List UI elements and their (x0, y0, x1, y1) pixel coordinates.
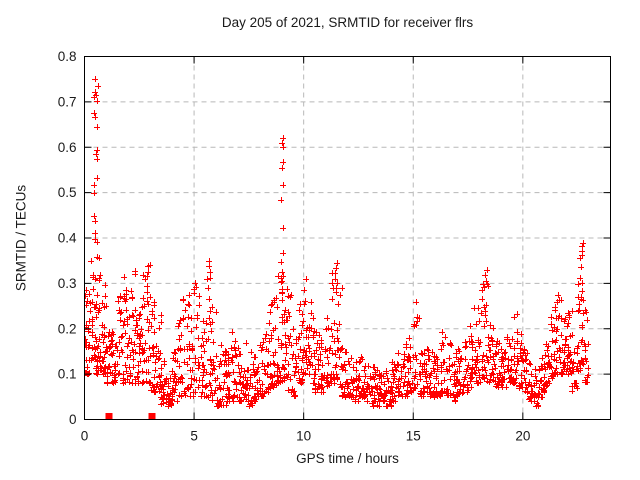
x-tick-label: 20 (515, 429, 530, 444)
zero-marker (148, 413, 156, 420)
x-axis-label: GPS time / hours (296, 451, 399, 466)
x-tick-label: 5 (190, 429, 198, 444)
scatter-points (84, 76, 591, 409)
y-tick-label: 0.3 (58, 276, 77, 291)
frame-rect (84, 56, 611, 420)
y-tick-label: 0 (69, 412, 77, 427)
y-tick-label: 0.7 (58, 94, 77, 109)
y-tick-label: 0.8 (58, 49, 77, 64)
grid-lines (84, 56, 611, 420)
zero-markers-group (105, 413, 156, 420)
x-tick-label: 15 (406, 429, 421, 444)
chart-title: Day 205 of 2021, SRMTID for receiver flr… (221, 15, 474, 30)
y-tick-label: 0.6 (58, 140, 77, 155)
y-tick-label: 0.2 (58, 321, 77, 336)
x-tick-label: 0 (81, 429, 89, 444)
y-tick-label: 0.5 (58, 185, 77, 200)
zero-marker (105, 413, 113, 420)
tick-labels: 0 5 10 15 20 0 0.1 0.2 0.3 0.4 0.5 0.6 0.7 0.8 (58, 49, 531, 444)
x-tick-label: 10 (296, 429, 311, 444)
scatter-points-group (84, 76, 591, 409)
y-tick-label: 0.4 (58, 231, 77, 246)
y-tick-label: 0.1 (58, 367, 77, 382)
plot-frame (84, 56, 611, 420)
